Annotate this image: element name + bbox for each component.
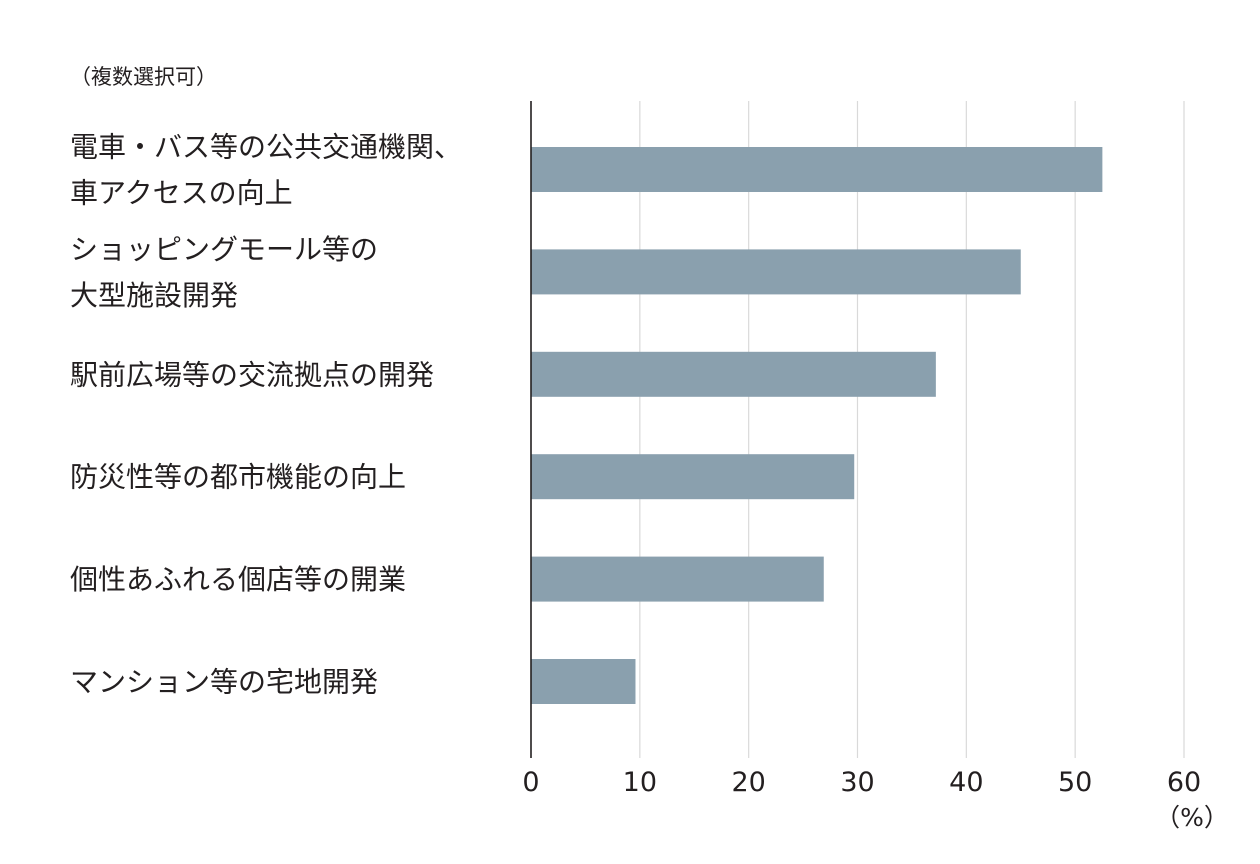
category-labels: 電車・バス等の公共交通機関、車アクセスの向上ショッピングモール等の大型施設開発駅…: [70, 131, 462, 699]
gridlines: [639, 101, 1185, 758]
bar: [531, 454, 855, 500]
category-label: 大型施設開発: [70, 279, 238, 312]
x-tick-label: 40: [949, 767, 983, 798]
x-axis-ticks: 0 10 20 30 40 50 60: [522, 767, 1201, 798]
category-label: 車アクセスの向上: [70, 177, 293, 210]
x-tick-label: 10: [623, 767, 657, 798]
x-tick-label: 30: [840, 767, 874, 798]
category-label: 個性あふれる個店等の開業: [70, 563, 406, 596]
x-tick-label: 50: [1058, 767, 1092, 798]
bar: [531, 659, 636, 704]
x-tick-label: 60: [1167, 767, 1201, 798]
category-label: マンション等の宅地開発: [70, 666, 378, 699]
bar: [531, 556, 824, 602]
bar: [531, 147, 1103, 192]
category-label: 電車・バス等の公共交通機関、: [70, 131, 462, 164]
x-tick-label: 20: [731, 767, 765, 798]
bars: [531, 147, 1103, 704]
chart-note: （複数選択可）: [70, 65, 217, 89]
category-label: 駅前広場等の交流拠点の開発: [70, 358, 434, 391]
bar: [531, 351, 936, 397]
x-axis-unit: （%）: [1155, 803, 1229, 832]
bar: [531, 249, 1021, 295]
category-label: 防災性等の都市機能の向上: [70, 461, 406, 494]
x-tick-label: 0: [522, 767, 539, 798]
category-label: ショッピングモール等の: [70, 233, 378, 266]
